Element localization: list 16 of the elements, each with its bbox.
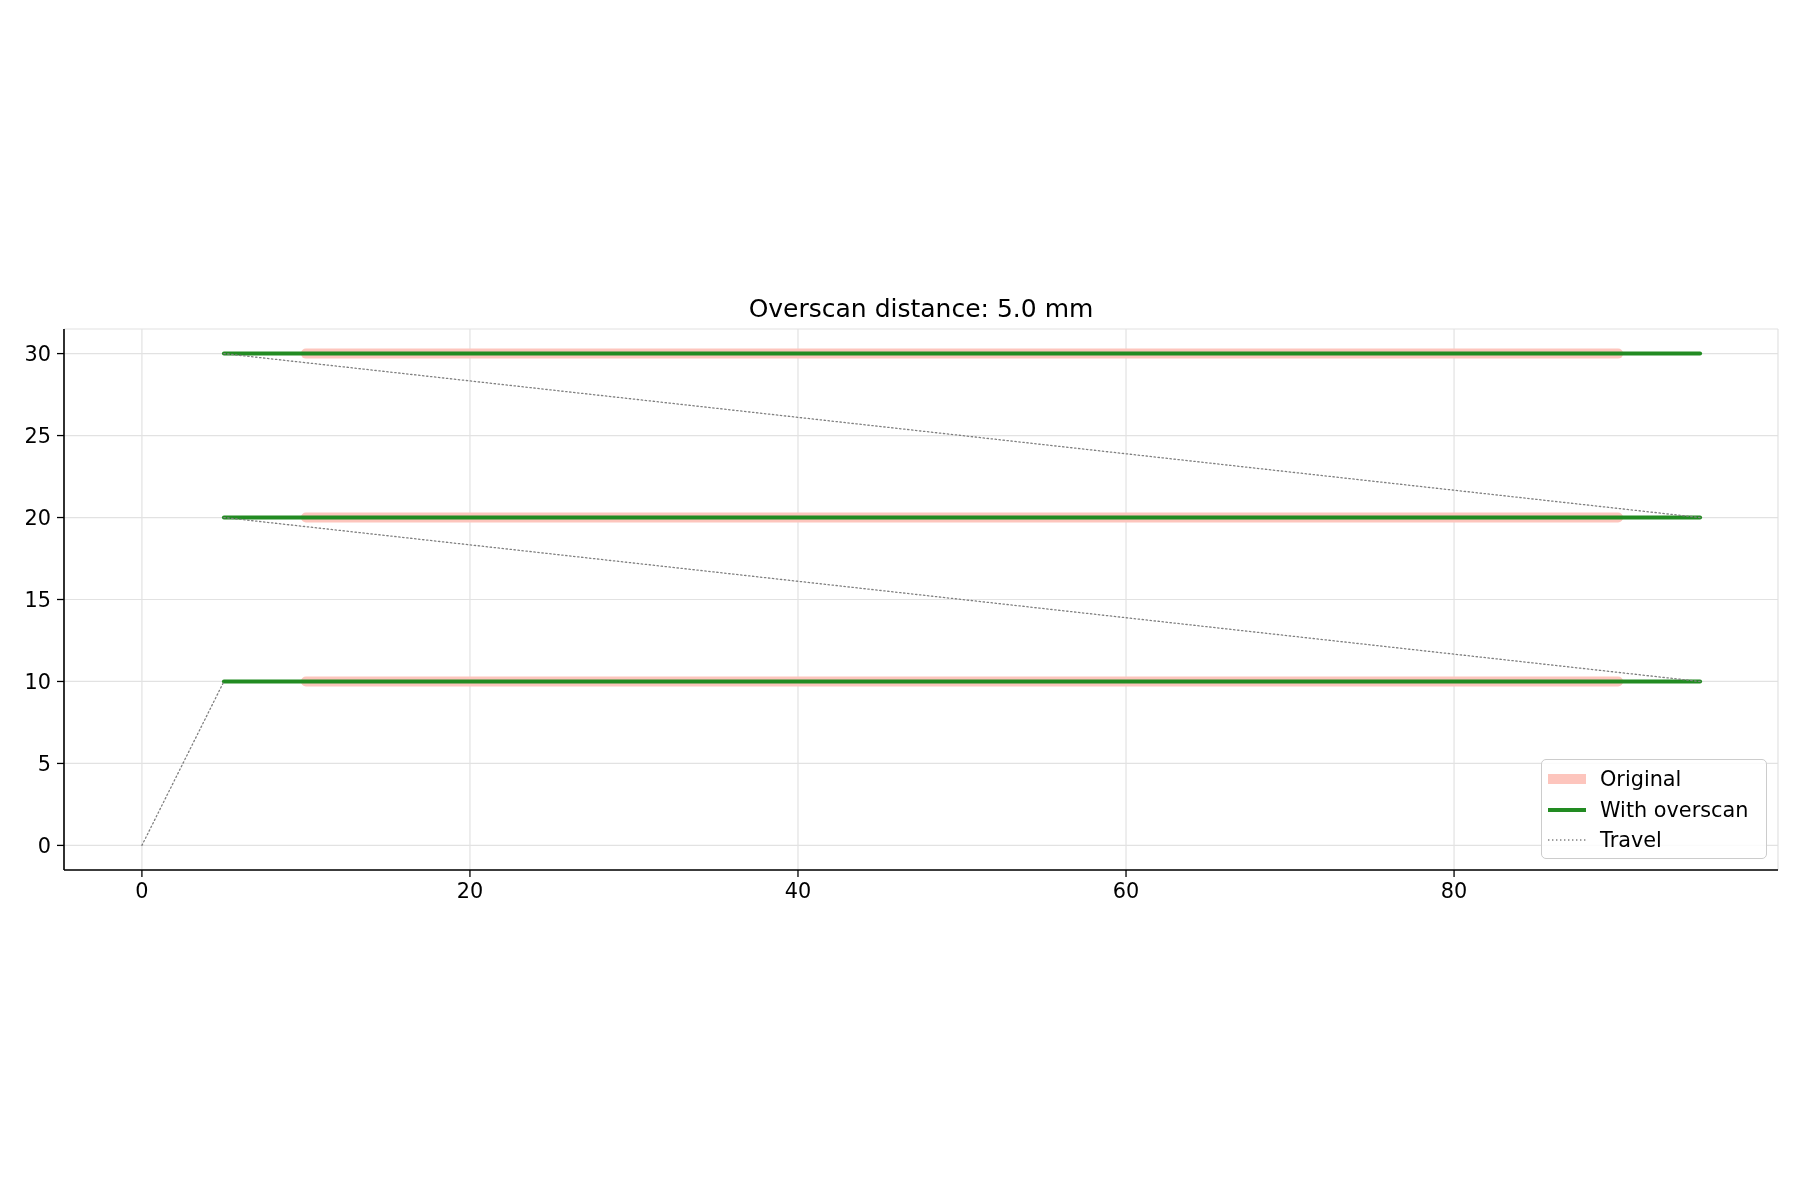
- legend-label: Original: [1600, 767, 1682, 792]
- legend-label: Travel: [1600, 828, 1662, 853]
- y-tick-label: 20: [24, 505, 51, 530]
- y-tick-label: 15: [24, 587, 51, 612]
- y-tick-label: 0: [37, 833, 51, 858]
- y-tick-label: 5: [37, 751, 51, 776]
- x-tick-label: 40: [784, 878, 812, 903]
- x-tick-label: 60: [1112, 878, 1140, 903]
- x-tick-label: 0: [135, 878, 149, 903]
- y-tick-label: 10: [24, 669, 51, 694]
- chart-title: Overscan distance: 5.0 mm: [747, 294, 1095, 324]
- x-tick-label: 80: [1440, 878, 1468, 903]
- legend-label: With overscan: [1600, 797, 1749, 822]
- y-tick-label: 25: [24, 423, 51, 448]
- x-tick-label: 20: [456, 878, 484, 903]
- y-tick-label: 30: [24, 341, 51, 366]
